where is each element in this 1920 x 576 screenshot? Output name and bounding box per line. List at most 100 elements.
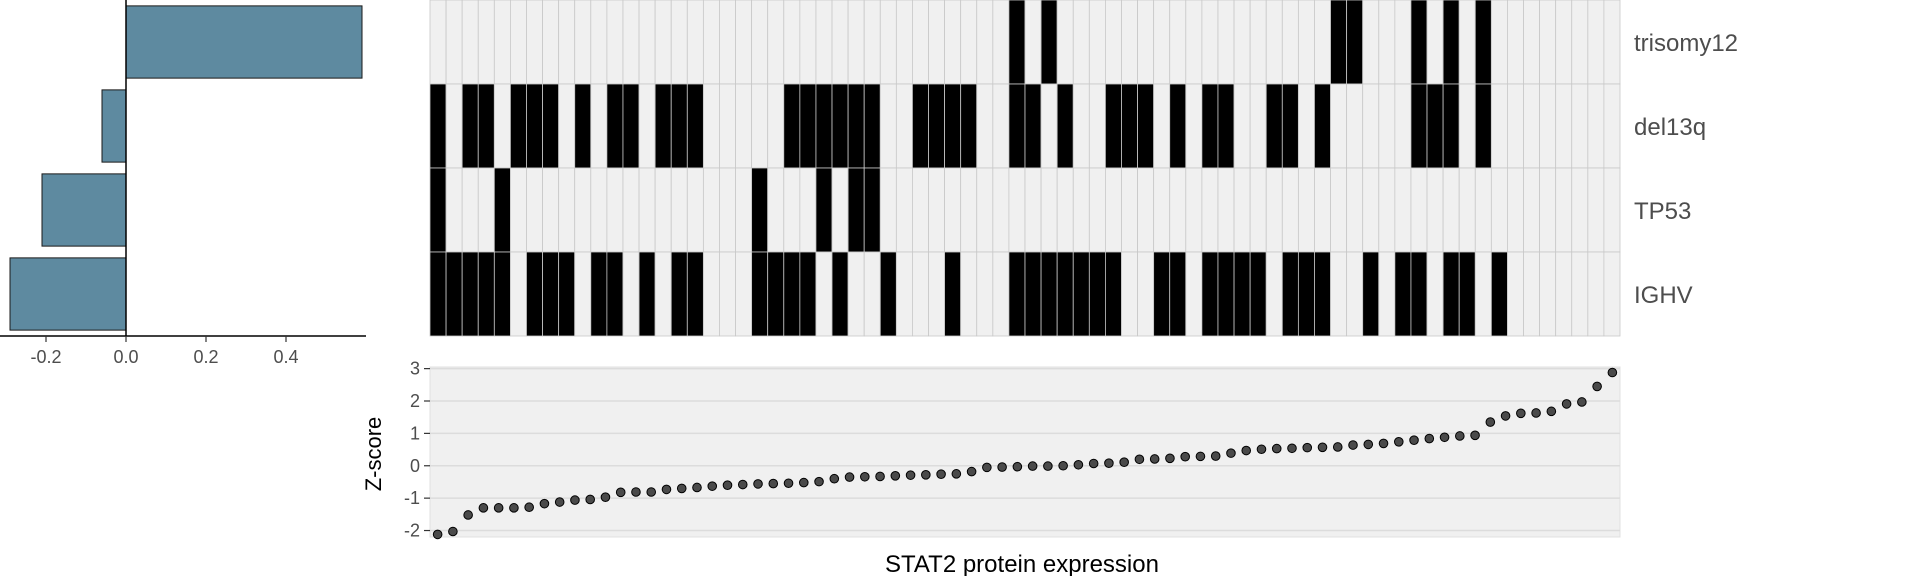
- heatmap-cell: [1523, 83, 1540, 169]
- heatmap-cell: [477, 0, 495, 85]
- scatter-point: [509, 503, 519, 513]
- heatmap-cell: [847, 83, 865, 169]
- scatter-point: [966, 466, 977, 477]
- heatmap-cell: [1265, 167, 1283, 253]
- heatmap-cell: [960, 251, 978, 337]
- heatmap-cell: [751, 251, 769, 337]
- scatter-panel: STAT2 protein expression Z-score 3 2 1 0 -1 -…: [361, 359, 1621, 576]
- heatmap-cell: [1297, 251, 1315, 337]
- heatmap-cell: [1378, 0, 1396, 85]
- bar-panel: -0.2 0.0 0.2 0.4: [0, 0, 366, 367]
- scatter-point: [707, 481, 718, 491]
- scatter-point: [1043, 461, 1053, 471]
- heatmap-cell: [1523, 251, 1540, 337]
- heatmap-cell: [1008, 251, 1026, 337]
- scatter-point: [798, 477, 809, 488]
- scatter-point: [1516, 408, 1526, 419]
- heatmap-cell: [1281, 251, 1299, 337]
- scatter-point: [1088, 458, 1099, 469]
- heatmap-cell: [1346, 251, 1364, 337]
- heatmap-cell: [751, 0, 769, 85]
- scatter-point: [1195, 451, 1206, 462]
- heatmap-cell: [493, 83, 511, 169]
- heatmap-cell: [1217, 251, 1235, 337]
- heatmap-cell: [1539, 251, 1557, 337]
- heatmap-cell: [558, 0, 576, 85]
- heatmap-cell: [1169, 251, 1187, 337]
- scatter-point: [936, 469, 946, 479]
- heatmap-cell: [847, 0, 865, 85]
- heatmap-cell: [429, 83, 447, 169]
- heatmap-cell: [1024, 0, 1042, 85]
- heatmap-cell: [1297, 0, 1315, 85]
- heatmap-cell: [1490, 251, 1508, 337]
- scatter-point: [554, 497, 565, 507]
- heatmap-cell: [1024, 251, 1042, 337]
- heatmap-cell: [1072, 251, 1090, 337]
- scatter-y-tick-label: -2: [404, 521, 420, 541]
- heatmap-cell: [1523, 167, 1540, 253]
- heatmap-cell: [1105, 167, 1122, 253]
- scatter-plot-background: [429, 366, 1621, 538]
- scatter-point: [1256, 444, 1267, 455]
- scatter-point: [753, 479, 763, 489]
- bar-x-tick-label: -0.2: [30, 347, 61, 367]
- heatmap-cell: [1362, 167, 1380, 253]
- scatter-point: [1592, 381, 1602, 392]
- heatmap-cell: [542, 167, 560, 253]
- heatmap-cell: [622, 167, 640, 253]
- scatter-y-tick-label: 2: [410, 391, 420, 411]
- heatmap-cell: [1281, 83, 1299, 169]
- scatter-point: [615, 487, 626, 498]
- heatmap-cell: [928, 0, 945, 85]
- heatmap-cell: [686, 83, 704, 169]
- heatmap-cell: [1458, 167, 1476, 253]
- heatmap-cell: [1265, 83, 1283, 169]
- heatmap-cell: [1410, 83, 1428, 169]
- heatmap-cell: [1233, 167, 1251, 253]
- heatmap-cell: [1249, 251, 1267, 337]
- heatmap-cell: [1217, 0, 1235, 85]
- heatmap-cell: [1314, 251, 1331, 337]
- heatmap-cell: [815, 167, 833, 253]
- scatter-point: [631, 487, 641, 497]
- heatmap-cell: [1571, 83, 1589, 169]
- heatmap-cell: [606, 251, 624, 337]
- heatmap-cell: [1040, 251, 1058, 337]
- scatter-point: [1607, 367, 1618, 378]
- heatmap-cell: [1474, 83, 1492, 169]
- heatmap-cell: [1056, 167, 1074, 253]
- heatmap-cell: [1394, 0, 1412, 85]
- heatmap-cell: [1410, 251, 1428, 337]
- heatmap-cell: [510, 251, 527, 337]
- scatter-point: [1485, 417, 1496, 427]
- scatter-point: [493, 503, 504, 513]
- scatter-point: [1149, 454, 1160, 464]
- heatmap-cell: [751, 83, 769, 169]
- heatmap-cell: [1297, 83, 1315, 169]
- heatmap-cell: [992, 83, 1010, 169]
- heatmap-cell: [1281, 0, 1299, 85]
- heatmap-cell: [863, 83, 881, 169]
- heatmap-cell: [1587, 0, 1605, 85]
- heatmap-cell: [606, 0, 624, 85]
- heatmap-cell: [960, 167, 978, 253]
- heatmap-cell: [815, 251, 833, 337]
- heatmap-cell: [799, 251, 817, 337]
- heatmap-cell: [542, 83, 560, 169]
- heatmap-cell: [1603, 0, 1621, 85]
- scatter-point: [829, 473, 840, 484]
- scatter-point: [478, 503, 489, 513]
- heatmap-cell: [1555, 83, 1573, 169]
- scatter-point: [768, 478, 779, 489]
- heatmap-cell: [944, 83, 962, 169]
- heatmap-cell: [1314, 83, 1331, 169]
- scatter-point: [860, 471, 870, 482]
- heatmap-cell: [1153, 251, 1171, 337]
- heatmap-cell: [574, 83, 592, 169]
- scatter-point: [600, 492, 611, 502]
- scatter-point: [692, 482, 702, 493]
- heatmap-cell: [1024, 83, 1042, 169]
- y-axis-label: Z-score: [361, 417, 386, 492]
